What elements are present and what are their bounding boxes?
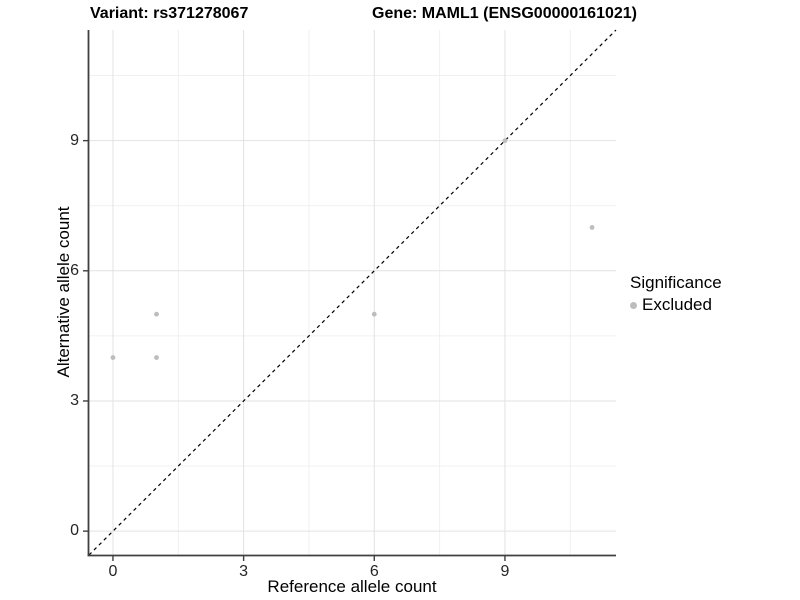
x-tick-label: 9 (500, 563, 510, 580)
legend-point-icon (630, 301, 637, 309)
legend-entry-label: Excluded (642, 295, 712, 314)
data-point (502, 138, 508, 144)
legend-title: Significance (630, 273, 722, 292)
plot-title-variant: Variant: rs371278067 (90, 5, 249, 22)
y-tick-label: 6 (70, 261, 79, 279)
y-tick-label: 3 (70, 391, 79, 409)
identity-dashed-line (88, 29, 617, 556)
y-tick-label: 0 (70, 522, 79, 540)
plot-title-gene: Gene: MAML1 (ENSG00000161021) (372, 5, 637, 22)
y-tick-label: 9 (70, 131, 79, 149)
data-point (589, 225, 595, 230)
data-point (371, 311, 377, 317)
data-point (154, 355, 159, 360)
data-point (154, 311, 159, 317)
legend-entry-excluded: Excluded (630, 295, 722, 315)
x-tick-label: 6 (369, 563, 379, 580)
data-point (110, 355, 116, 360)
x-tick-label: 3 (239, 563, 249, 580)
x-axis-title: Reference allele count (267, 577, 437, 596)
x-tick-label: 0 (108, 563, 118, 580)
legend: Significance Excluded (630, 273, 722, 315)
y-axis-title: Alternative allele count (54, 206, 73, 378)
